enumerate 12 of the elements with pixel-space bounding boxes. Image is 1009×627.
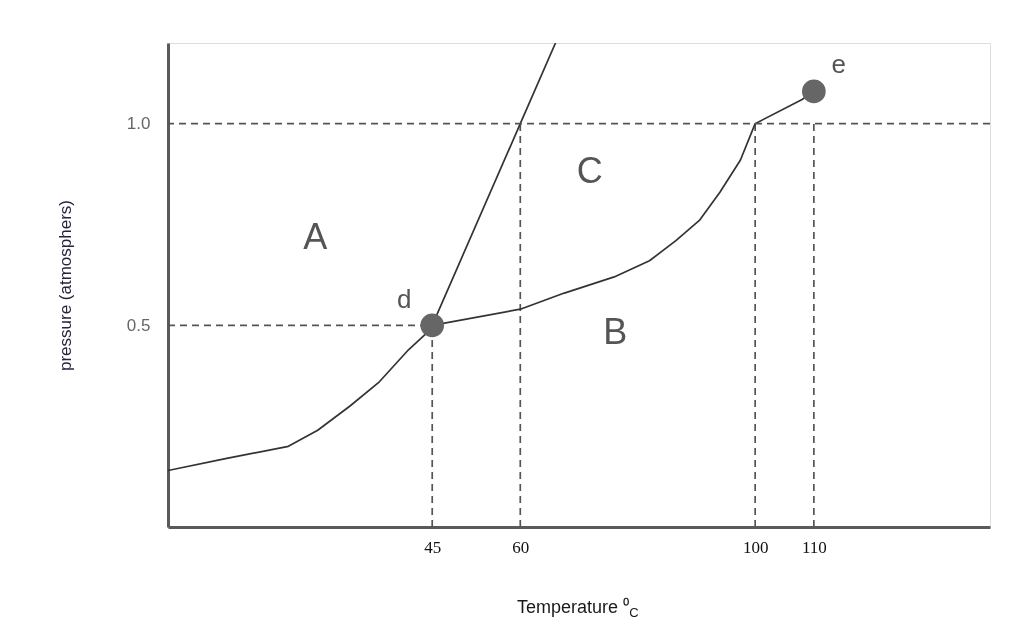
annotation: A [303,216,328,258]
x-tick-label: 110 [801,537,827,557]
annotation: B [603,310,628,352]
y-axis-title: pressure (atmosphers) [55,199,75,372]
x-tick-label: 45 [424,537,442,557]
x-tick-label: 100 [742,537,769,557]
annotation: e [831,49,847,80]
x-tick-label: 60 [512,537,530,557]
annotation: C [576,150,603,192]
y-tick-label: 1.0 [126,114,151,134]
y-tick-label: 0.5 [126,315,151,335]
annotation: d [396,284,412,315]
